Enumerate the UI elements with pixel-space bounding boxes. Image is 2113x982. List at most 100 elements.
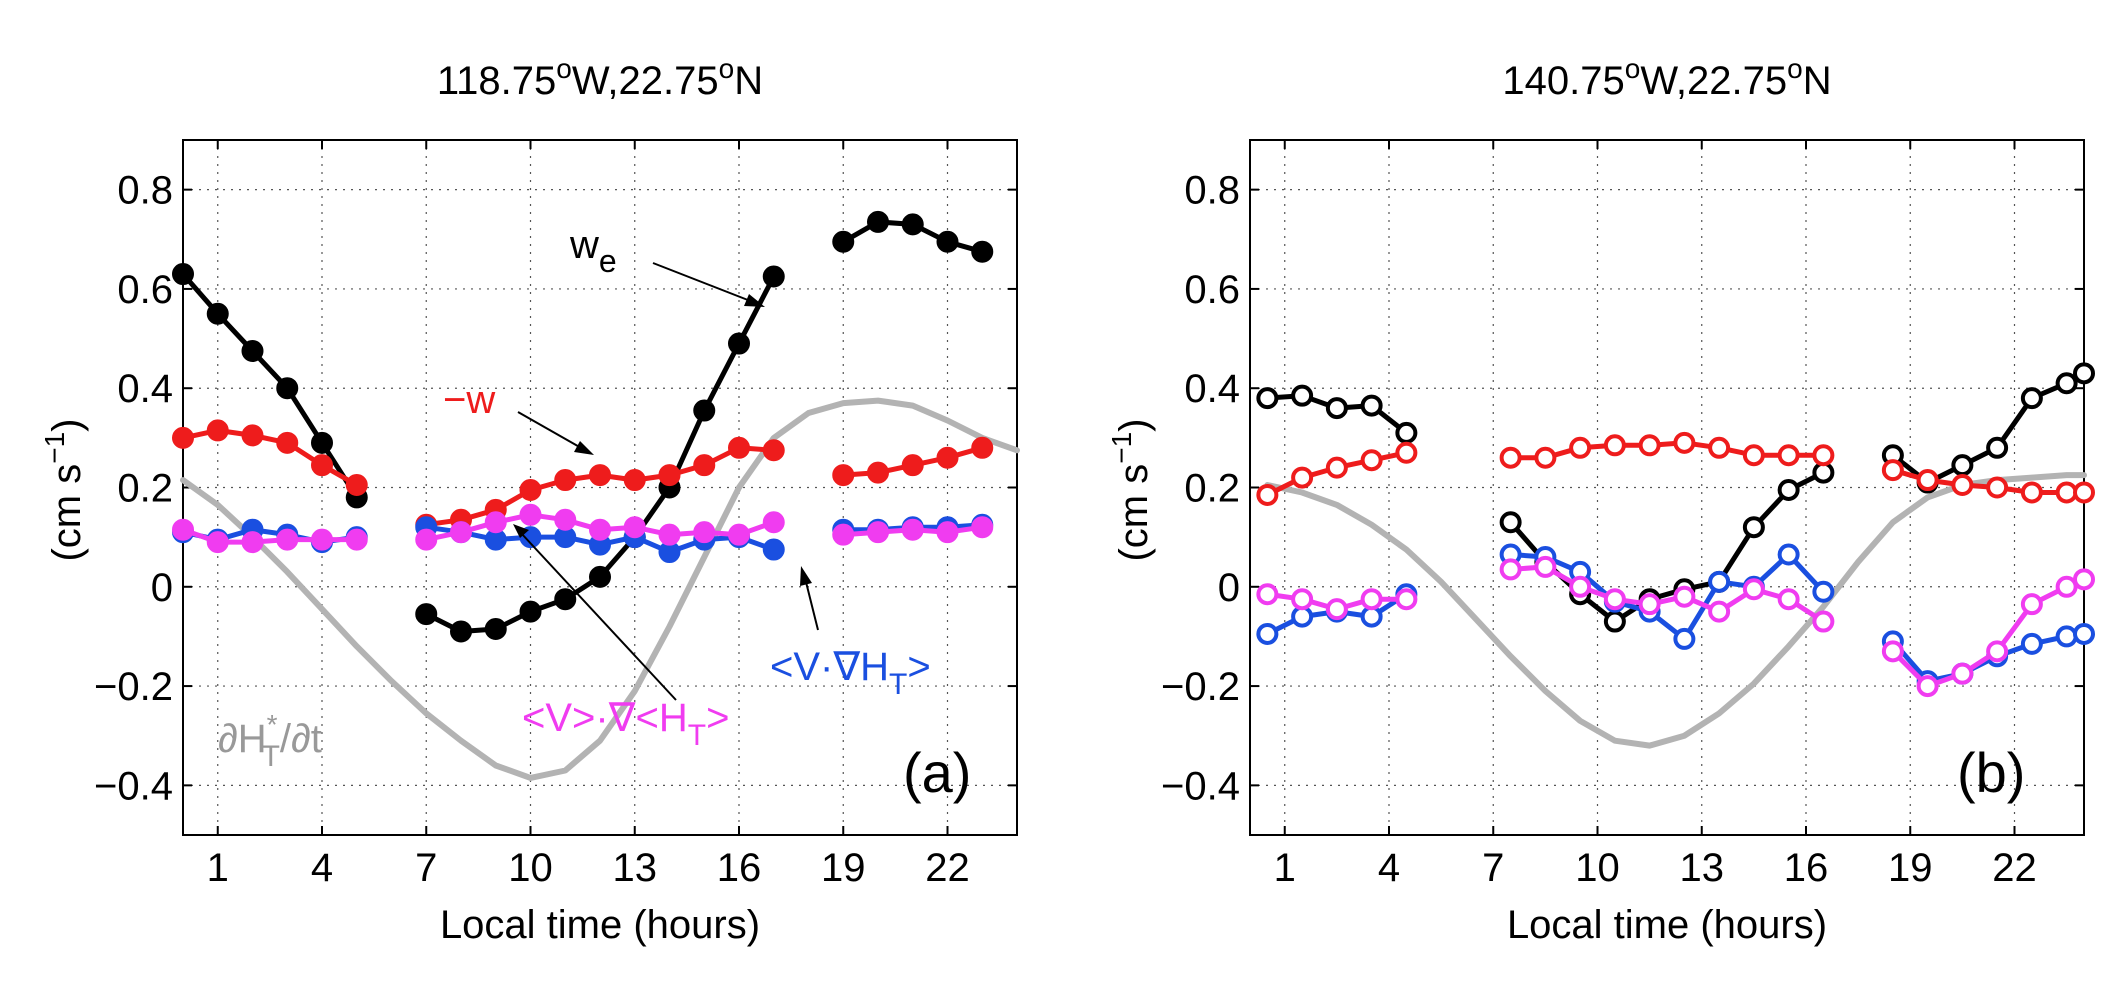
data-point — [1291, 466, 1314, 489]
x-tick-label: 22 — [1992, 846, 2037, 890]
data-point — [1881, 459, 1904, 482]
chart-panel-a: 1 4 7 10 13 16 19 22 −0.4 −0.2 0 0.2 0.4 0.6 0.8 118.7… — [39, 53, 1020, 947]
data-point — [762, 538, 785, 561]
x-tick-label: 13 — [1680, 846, 1725, 890]
data-point — [1603, 588, 1626, 611]
annotation-neg-w: −w — [443, 378, 495, 422]
data-point — [1499, 511, 1522, 534]
x-axis-label: Local time (hours) — [440, 903, 760, 947]
data-point — [1812, 444, 1835, 467]
data-point — [936, 521, 959, 544]
series-line — [1508, 440, 1826, 461]
data-point — [311, 431, 333, 454]
data-point — [172, 263, 194, 286]
data-point — [1291, 588, 1314, 611]
data-point — [728, 436, 750, 459]
data-point — [2055, 372, 2078, 395]
data-point — [658, 523, 681, 546]
data-point — [1360, 605, 1383, 628]
data-point — [971, 436, 994, 459]
data-point — [1673, 585, 1696, 608]
data-point — [1708, 570, 1731, 593]
data-point — [2055, 575, 2078, 598]
x-tick-label: 13 — [613, 846, 658, 890]
data-point — [519, 600, 542, 623]
annotation-v-grad-h: <V·∇HT> — [770, 645, 931, 701]
data-point — [1256, 387, 1279, 410]
data-point — [1777, 543, 1800, 566]
data-point — [450, 620, 472, 643]
data-point — [658, 464, 681, 487]
data-point — [415, 528, 438, 551]
data-point — [241, 339, 264, 362]
series-line — [1508, 564, 1826, 624]
y-axis-label: (cm s−1) — [39, 418, 89, 561]
series-line — [180, 397, 1020, 781]
data-point — [276, 528, 299, 551]
arrow-mean-v-grad-h — [513, 524, 677, 701]
y-tick-label: −0.4 — [1161, 764, 1240, 808]
x-axis-label: Local time (hours) — [1507, 903, 1827, 947]
data-point — [1777, 588, 1800, 611]
data-point — [1986, 436, 2009, 459]
data-point — [311, 528, 333, 551]
data-point — [1291, 384, 1314, 407]
data-point — [2055, 481, 2078, 504]
x-tick-label: 10 — [1575, 846, 1620, 890]
series-line — [1508, 552, 1826, 642]
annotation-dht-dt: ∂H* T/∂t — [218, 709, 322, 773]
data-point — [1777, 444, 1800, 467]
data-point — [484, 617, 507, 640]
data-point — [1951, 454, 1974, 477]
arrow-neg-w — [517, 411, 594, 455]
data-point — [1569, 575, 1592, 598]
x-tick-label: 1 — [207, 846, 229, 890]
data-point — [2020, 632, 2043, 655]
data-point — [1325, 397, 1348, 420]
data-point — [1951, 474, 1974, 497]
series-4 — [180, 397, 1020, 781]
data-point — [728, 523, 750, 546]
data-point — [1673, 431, 1696, 454]
data-point — [1360, 449, 1383, 472]
x-tick-label: 16 — [717, 846, 762, 890]
annotation-arrows — [513, 262, 819, 701]
y-tick-label: 0.8 — [1184, 169, 1240, 213]
data-point — [1812, 580, 1835, 603]
data-point — [867, 210, 889, 233]
data-point — [2073, 568, 2095, 591]
y-tick-label: 0.6 — [117, 268, 173, 312]
data-point — [1395, 421, 1418, 444]
axis-ticks: 1 4 7 10 13 16 19 22 −0.4 −0.2 0 0.2 0.4 0.6 0.8 — [1161, 140, 2084, 890]
data-point — [1777, 478, 1800, 501]
y-tick-label: −0.4 — [94, 764, 173, 808]
panel-label-b: (b) — [1957, 741, 2025, 804]
data-point — [623, 469, 646, 492]
chart-title: 140.75oW,22.75oN — [1502, 53, 1831, 103]
data-point — [450, 521, 472, 544]
series-layer — [1256, 362, 2095, 749]
data-point — [1986, 640, 2009, 663]
y-tick-label: 0.8 — [117, 169, 173, 213]
data-point — [241, 424, 264, 447]
data-point — [1256, 583, 1279, 606]
data-point — [1569, 436, 1592, 459]
data-point — [311, 454, 333, 477]
y-tick-label: 0 — [1218, 566, 1240, 610]
data-point — [206, 302, 229, 325]
data-point — [345, 528, 368, 551]
data-point — [519, 503, 542, 526]
data-point — [484, 511, 507, 534]
y-tick-label: 0.2 — [1184, 467, 1240, 511]
data-point — [623, 516, 646, 539]
data-point — [2020, 593, 2043, 616]
data-point — [762, 265, 785, 288]
data-point — [936, 230, 959, 253]
data-point — [1603, 434, 1626, 457]
y-tick-label: 0.4 — [1184, 367, 1240, 411]
data-point — [206, 531, 229, 554]
arrow-v-grad-h — [800, 566, 819, 631]
data-point — [728, 332, 750, 355]
data-point — [1638, 434, 1661, 457]
